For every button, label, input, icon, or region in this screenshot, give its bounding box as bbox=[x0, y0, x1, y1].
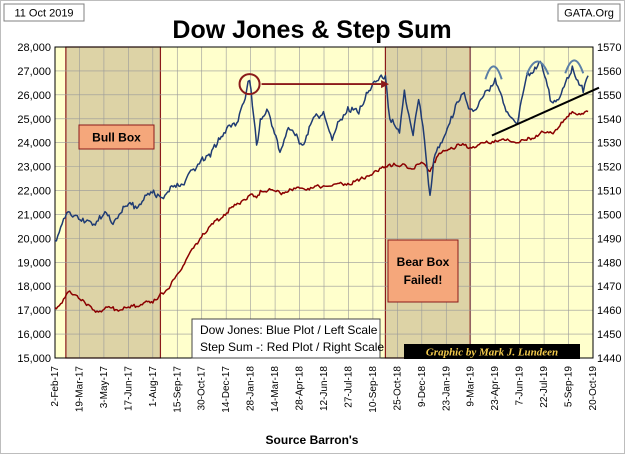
y-right-tick: 1440 bbox=[597, 353, 621, 365]
x-tick: 1-Aug-17 bbox=[148, 366, 159, 408]
dow-line bbox=[54, 60, 589, 242]
y-left-tick: 22,000 bbox=[17, 186, 51, 198]
credit-box bbox=[404, 344, 580, 359]
y-right-tick: 1540 bbox=[597, 114, 621, 126]
y-left-tick: 16,000 bbox=[17, 329, 51, 341]
y-left-tick: 27,000 bbox=[17, 66, 51, 78]
y-left-tick: 18,000 bbox=[17, 281, 51, 293]
x-tick: 22-Jul-19 bbox=[539, 366, 550, 408]
y-right-tick: 1570 bbox=[597, 42, 621, 54]
right-axis-labels: 1440 1450 1460 1470 1480 1490 1500 1510 1520 1530… bbox=[597, 42, 621, 365]
top-arc bbox=[564, 59, 585, 74]
trend-line bbox=[491, 86, 600, 137]
y-right-tick: 1530 bbox=[597, 138, 621, 150]
x-tick: 27-Jul-18 bbox=[343, 366, 354, 408]
annotation-shapes bbox=[238, 59, 600, 137]
x-tick: 2-Feb-17 bbox=[50, 366, 61, 407]
x-tick: 30-Oct-17 bbox=[197, 366, 208, 411]
top-arc bbox=[525, 60, 550, 75]
peak-arrow-head bbox=[381, 80, 390, 89]
bear-box bbox=[384, 46, 471, 359]
y-left-tick: 17,000 bbox=[17, 305, 51, 317]
y-right-tick: 1480 bbox=[597, 257, 621, 269]
y-left-tick: 25,000 bbox=[17, 114, 51, 126]
x-tick: 7-Jun-19 bbox=[515, 366, 526, 406]
credit-label: Graphic by Mark J. Lundeen bbox=[426, 347, 558, 359]
y-right-tick: 1460 bbox=[597, 305, 621, 317]
x-tick: 23-Jan-19 bbox=[441, 366, 452, 411]
y-right-tick: 1500 bbox=[597, 209, 621, 221]
y-right-tick: 1520 bbox=[597, 162, 621, 174]
gridlines bbox=[54, 46, 594, 359]
y-right-tick: 1550 bbox=[597, 90, 621, 102]
site-label-box bbox=[557, 3, 621, 22]
legend-line-step: Step Sum -: Red Plot / Right Scale bbox=[200, 340, 384, 354]
x-tick: 10-Sep-18 bbox=[368, 366, 379, 413]
date-label-box bbox=[3, 3, 85, 22]
chart-title: Dow Jones & Step Sum bbox=[172, 16, 451, 44]
dow-series bbox=[54, 60, 589, 242]
bear-box-label-line: Failed! bbox=[404, 273, 443, 287]
top-arc bbox=[484, 65, 503, 80]
x-tick: 14-Mar-18 bbox=[270, 366, 281, 413]
y-left-tick: 21,000 bbox=[17, 209, 51, 221]
x-tick: 15-Sep-17 bbox=[172, 366, 183, 413]
y-left-tick: 28,000 bbox=[17, 42, 51, 54]
y-left-tick: 19,000 bbox=[17, 257, 51, 269]
y-right-tick: 1560 bbox=[597, 66, 621, 78]
bull-box-label: Bull Box bbox=[92, 131, 141, 145]
legend-box bbox=[191, 318, 381, 359]
step-sum-line bbox=[54, 110, 589, 313]
left-axis-labels: 15,000 16,000 17,000 18,000 19,000 20,000 21,0… bbox=[17, 42, 51, 365]
y-right-tick: 1450 bbox=[597, 329, 621, 341]
y-right-tick: 1470 bbox=[597, 281, 621, 293]
y-left-tick: 24,000 bbox=[17, 138, 51, 150]
y-left-tick: 23,000 bbox=[17, 162, 51, 174]
x-tick: 14-Dec-17 bbox=[221, 366, 232, 413]
x-tick: 17-Jun-17 bbox=[123, 366, 134, 411]
step-sum-series bbox=[54, 110, 589, 313]
x-axis-source: Source Barron's bbox=[266, 433, 359, 447]
x-tick: 19-Mar-17 bbox=[74, 366, 85, 413]
x-tick: 25-Oct-18 bbox=[392, 366, 403, 411]
date-label: 11 Oct 2019 bbox=[14, 8, 73, 20]
y-right-tick: 1510 bbox=[597, 186, 621, 198]
x-tick: 3-May-17 bbox=[99, 366, 110, 409]
x-tick: 28-Jan-18 bbox=[246, 366, 257, 411]
y-left-tick: 15,000 bbox=[17, 353, 51, 365]
x-tick: 23-Apr-19 bbox=[490, 366, 501, 411]
bull-box-label-bg bbox=[78, 124, 155, 150]
x-tick: 5-Sep-19 bbox=[564, 366, 575, 408]
x-tick: 9-Mar-19 bbox=[466, 366, 477, 407]
bear-box-label-line: Bear Box bbox=[397, 255, 450, 269]
bull-box bbox=[65, 46, 162, 359]
y-right-tick: 1490 bbox=[597, 233, 621, 245]
bear-box-label-bg bbox=[387, 239, 459, 303]
x-tick: 28-Apr-18 bbox=[295, 366, 306, 411]
x-axis-labels: 2-Feb-17 19-Mar-17 3-May-17 17-Jun-17 1-Aug-… bbox=[50, 366, 599, 413]
x-tick: 9-Dec-18 bbox=[417, 366, 428, 408]
y-left-tick: 26,000 bbox=[17, 90, 51, 102]
y-left-tick: 20,000 bbox=[17, 233, 51, 245]
bear-box-label: Bear Box Failed! bbox=[397, 255, 450, 287]
x-tick: 20-Oct-19 bbox=[588, 366, 599, 411]
site-label: GATA.Org bbox=[564, 8, 614, 20]
legend-line-dow: Dow Jones: Blue Plot / Left Scale bbox=[200, 323, 378, 337]
peak-circle bbox=[238, 73, 261, 96]
x-tick: 12-Jun-18 bbox=[319, 366, 330, 411]
